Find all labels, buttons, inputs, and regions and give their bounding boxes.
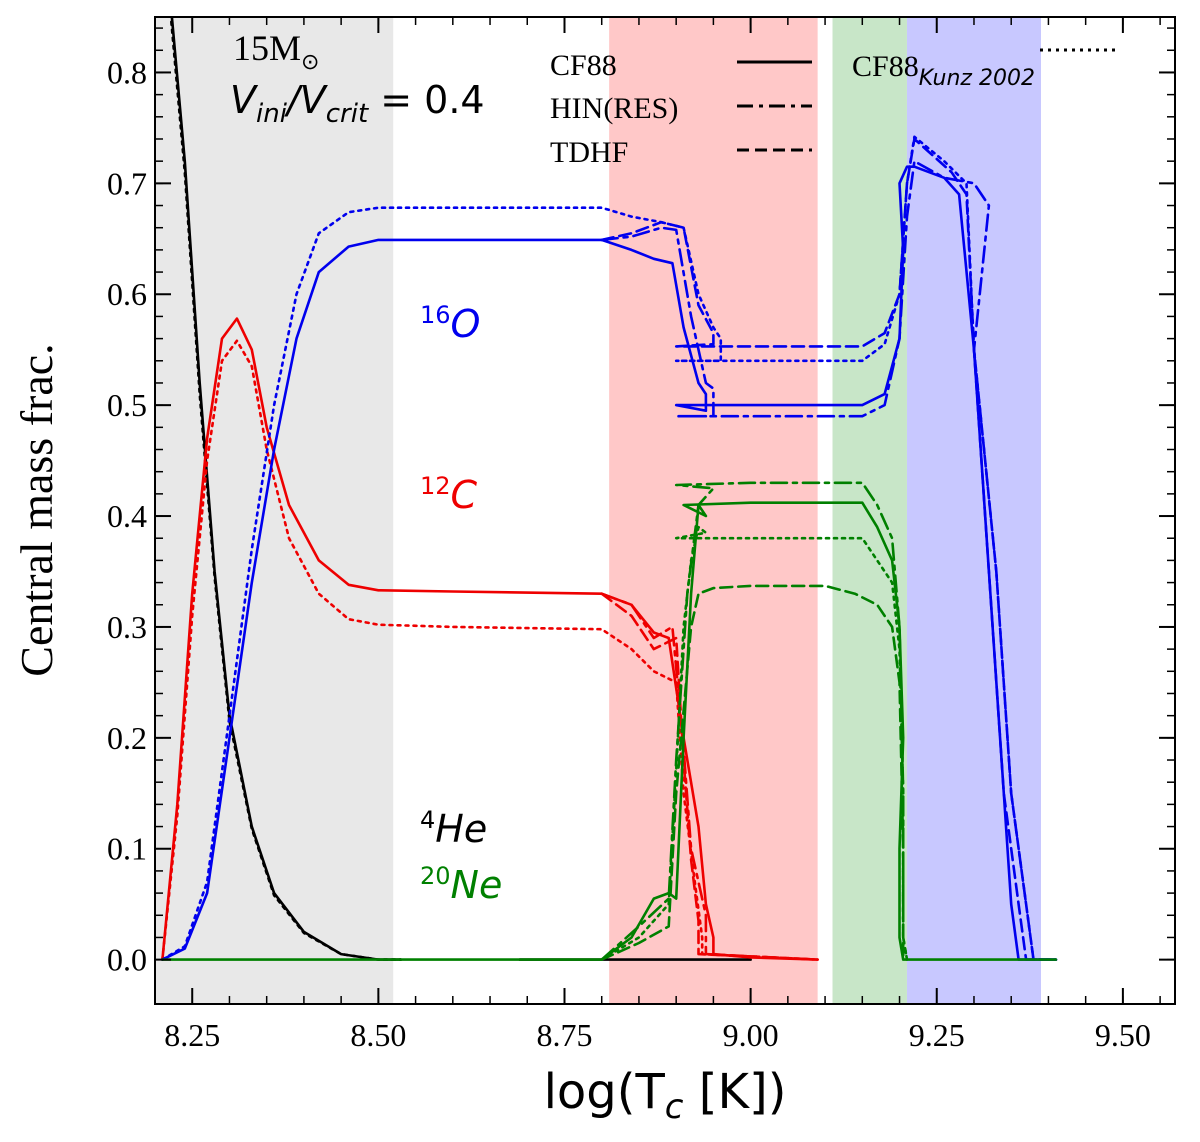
series-ne20-kunz2002 — [600, 525, 909, 961]
series-he4-kunz2002 — [169, 17, 402, 961]
legend-label-cf88-kunz: CF88Kunz 2002 — [852, 50, 1035, 91]
x-tick-label: 9.50 — [1095, 1017, 1151, 1053]
band-helium-burning — [155, 17, 394, 1004]
y-tick-label: 0.8 — [107, 54, 147, 90]
y-tick-label: 0.2 — [107, 720, 147, 756]
y-tick-label: 0.4 — [107, 498, 147, 534]
axis-ticks: 8.25 8.50 8.75 9.00 9.25 9.50 0.0 0.1 0.2 0.3 0.4 0… — [107, 17, 1175, 1053]
band-carbon-burning — [609, 17, 818, 1004]
y-tick-label: 0.5 — [107, 387, 147, 423]
legend-label-hinres: HIN(RES) — [550, 92, 678, 125]
legend: CF88 HIN(RES) TDHF CF88Kunz 2002 — [550, 48, 1115, 169]
y-tick-label: 0.1 — [107, 831, 147, 867]
species-label-he4: 4He — [420, 806, 487, 851]
x-tick-label: 9.25 — [909, 1017, 965, 1053]
species-label-c12: 12C — [420, 472, 478, 517]
mass-annotation: 15M⊙ — [233, 28, 319, 74]
series-c12-kunz2002 — [161, 339, 819, 961]
y-tick-label: 0.0 — [107, 942, 147, 978]
burning-phase-bands — [155, 17, 1041, 1004]
x-tick-label: 8.25 — [164, 1017, 220, 1053]
y-tick-label: 0.6 — [107, 276, 147, 312]
species-label-o16: 16O — [420, 301, 480, 346]
band-neon-burning — [832, 17, 907, 1004]
x-tick-label: 8.50 — [350, 1017, 406, 1053]
series-lines — [161, 17, 1058, 961]
legend-label-cf88: CF88 — [550, 49, 617, 82]
y-axis-label: Central mass frac. — [11, 343, 62, 676]
series-ne20-cf88 — [161, 501, 1058, 961]
y-tick-label: 0.3 — [107, 609, 147, 645]
velocity-annotation: Vini/Vcrit = 0.4 — [230, 78, 485, 129]
series-ne20-tdhf — [600, 584, 905, 961]
x-axis-label: log(Tc [K]) — [544, 1064, 787, 1127]
series-o16-cf88 — [161, 165, 1058, 961]
species-label-ne20: 20Ne — [420, 862, 502, 907]
y-tick-label: 0.7 — [107, 165, 147, 201]
series-c12-cf88 — [161, 317, 819, 961]
x-tick-label: 9.00 — [723, 1017, 779, 1053]
plot-frame — [154, 16, 1176, 1005]
x-tick-label: 8.75 — [536, 1017, 592, 1053]
legend-label-tdhf: TDHF — [550, 136, 628, 169]
